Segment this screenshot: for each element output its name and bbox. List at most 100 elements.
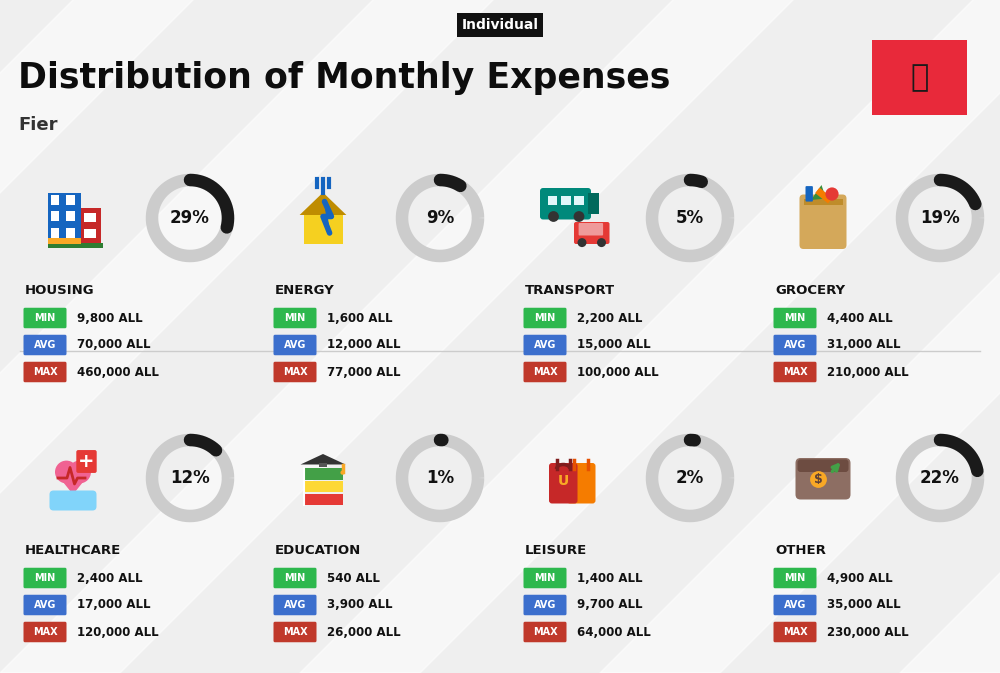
Text: Distribution of Monthly Expenses: Distribution of Monthly Expenses — [18, 61, 670, 95]
FancyBboxPatch shape — [274, 334, 316, 355]
Text: GROCERY: GROCERY — [775, 285, 845, 297]
Text: AVG: AVG — [34, 600, 56, 610]
FancyBboxPatch shape — [872, 40, 967, 115]
FancyBboxPatch shape — [24, 568, 66, 588]
Text: MAX: MAX — [33, 627, 57, 637]
FancyBboxPatch shape — [800, 194, 846, 249]
Polygon shape — [300, 454, 346, 464]
Circle shape — [577, 238, 586, 247]
FancyBboxPatch shape — [304, 493, 342, 505]
FancyBboxPatch shape — [548, 195, 557, 205]
Text: AVG: AVG — [784, 600, 806, 610]
Text: 70,000 ALL: 70,000 ALL — [77, 339, 150, 351]
Text: MAX: MAX — [533, 367, 557, 377]
Text: Individual: Individual — [462, 18, 538, 32]
Text: 540 ALL: 540 ALL — [327, 571, 380, 584]
Polygon shape — [323, 201, 331, 233]
FancyBboxPatch shape — [561, 195, 571, 205]
FancyBboxPatch shape — [84, 213, 96, 222]
Text: 4,400 ALL: 4,400 ALL — [827, 312, 893, 324]
FancyBboxPatch shape — [774, 568, 817, 588]
Text: 17,000 ALL: 17,000 ALL — [77, 598, 150, 612]
FancyBboxPatch shape — [588, 192, 598, 213]
FancyBboxPatch shape — [524, 622, 566, 642]
Text: 9%: 9% — [426, 209, 454, 227]
Text: 4,900 ALL: 4,900 ALL — [827, 571, 893, 584]
Text: MAX: MAX — [283, 367, 307, 377]
Text: $: $ — [814, 473, 823, 486]
Text: 64,000 ALL: 64,000 ALL — [577, 625, 651, 639]
Text: MIN: MIN — [34, 573, 56, 583]
FancyBboxPatch shape — [319, 463, 327, 466]
Text: MIN: MIN — [284, 313, 306, 323]
FancyBboxPatch shape — [24, 308, 66, 328]
FancyBboxPatch shape — [774, 308, 817, 328]
FancyBboxPatch shape — [66, 211, 75, 221]
Text: MIN: MIN — [534, 573, 556, 583]
FancyBboxPatch shape — [774, 622, 817, 642]
Polygon shape — [300, 192, 346, 215]
Text: 2,200 ALL: 2,200 ALL — [577, 312, 642, 324]
Text: OTHER: OTHER — [775, 544, 826, 557]
Text: 1,600 ALL: 1,600 ALL — [327, 312, 392, 324]
Circle shape — [597, 238, 606, 247]
Text: 100,000 ALL: 100,000 ALL — [577, 365, 659, 378]
Circle shape — [340, 470, 345, 474]
Circle shape — [55, 460, 78, 483]
Text: Fier: Fier — [18, 116, 58, 134]
Text: 31,000 ALL: 31,000 ALL — [827, 339, 900, 351]
FancyBboxPatch shape — [48, 242, 103, 248]
FancyBboxPatch shape — [274, 308, 316, 328]
FancyBboxPatch shape — [796, 458, 851, 499]
Text: 77,000 ALL: 77,000 ALL — [327, 365, 400, 378]
FancyBboxPatch shape — [524, 362, 566, 382]
Text: 12,000 ALL: 12,000 ALL — [327, 339, 400, 351]
FancyBboxPatch shape — [804, 199, 843, 205]
Text: 1%: 1% — [426, 469, 454, 487]
Text: 🦅: 🦅 — [910, 63, 929, 92]
Text: AVG: AVG — [534, 600, 556, 610]
FancyBboxPatch shape — [579, 223, 603, 236]
Text: 19%: 19% — [920, 209, 960, 227]
Text: AVG: AVG — [34, 340, 56, 350]
Text: MIN: MIN — [534, 313, 556, 323]
Text: 35,000 ALL: 35,000 ALL — [827, 598, 901, 612]
FancyBboxPatch shape — [24, 622, 66, 642]
FancyBboxPatch shape — [24, 362, 66, 382]
FancyBboxPatch shape — [66, 228, 75, 238]
FancyBboxPatch shape — [574, 195, 584, 205]
Text: HEALTHCARE: HEALTHCARE — [25, 544, 121, 557]
Text: LEISURE: LEISURE — [525, 544, 587, 557]
Text: MIN: MIN — [784, 573, 806, 583]
Text: 5%: 5% — [676, 209, 704, 227]
FancyBboxPatch shape — [81, 207, 101, 244]
Text: MIN: MIN — [284, 573, 306, 583]
Text: 22%: 22% — [920, 469, 960, 487]
Text: MIN: MIN — [784, 313, 806, 323]
FancyBboxPatch shape — [48, 192, 81, 244]
Text: 460,000 ALL: 460,000 ALL — [77, 365, 159, 378]
Text: HOUSING: HOUSING — [25, 285, 95, 297]
Text: 9,700 ALL: 9,700 ALL — [577, 598, 642, 612]
FancyBboxPatch shape — [774, 334, 817, 355]
FancyBboxPatch shape — [798, 460, 849, 472]
Text: AVG: AVG — [784, 340, 806, 350]
Text: 3,900 ALL: 3,900 ALL — [327, 598, 392, 612]
FancyBboxPatch shape — [524, 595, 566, 615]
FancyBboxPatch shape — [50, 491, 97, 511]
Circle shape — [825, 187, 839, 201]
FancyBboxPatch shape — [574, 222, 610, 244]
FancyBboxPatch shape — [84, 229, 96, 238]
FancyBboxPatch shape — [524, 308, 566, 328]
FancyBboxPatch shape — [51, 228, 59, 238]
FancyBboxPatch shape — [524, 568, 566, 588]
Text: 12%: 12% — [170, 469, 210, 487]
FancyBboxPatch shape — [540, 188, 591, 219]
Text: ENERGY: ENERGY — [275, 285, 335, 297]
FancyBboxPatch shape — [304, 215, 342, 244]
Text: MAX: MAX — [783, 367, 807, 377]
FancyBboxPatch shape — [774, 595, 817, 615]
Text: 230,000 ALL: 230,000 ALL — [827, 625, 909, 639]
FancyBboxPatch shape — [51, 195, 59, 205]
FancyBboxPatch shape — [806, 186, 813, 202]
